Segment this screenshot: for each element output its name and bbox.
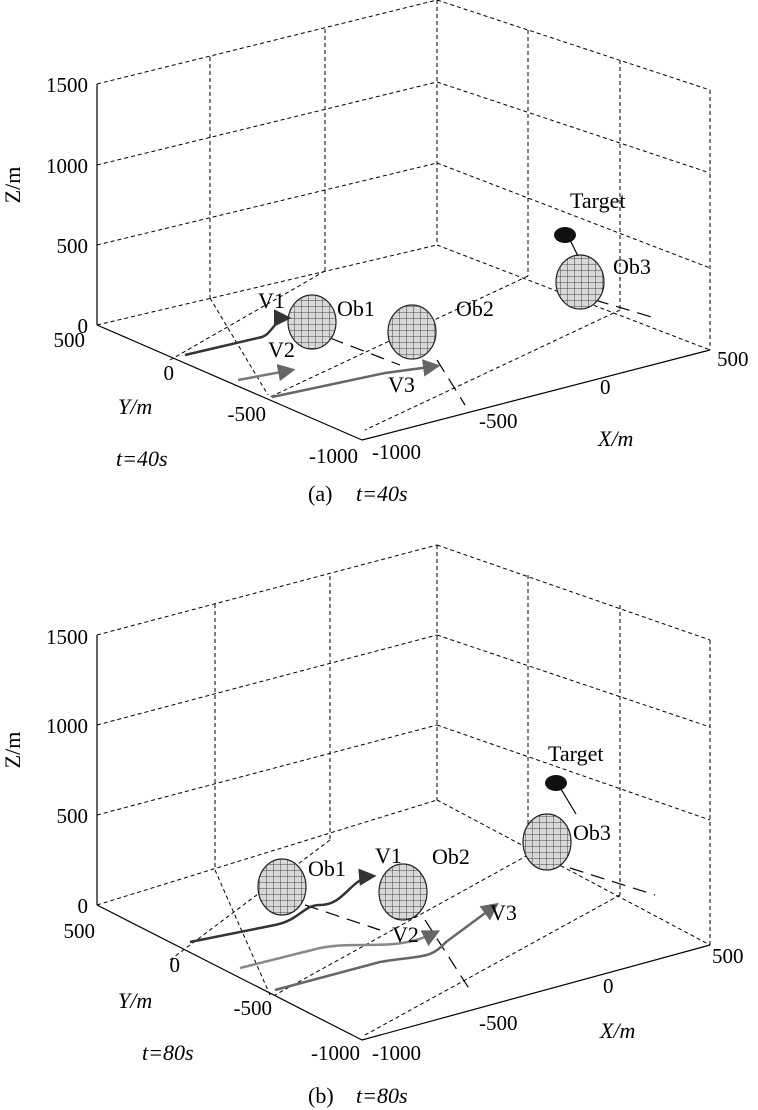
x-tick-label: -500 — [479, 1011, 518, 1035]
z-tick-label: 1500 — [46, 73, 88, 97]
panel-b: 1500 1000 500 0 Z/m 500 0 -500 -1000 Y/m… — [0, 544, 744, 1108]
x-tick-label: -1000 — [372, 440, 421, 464]
z-tick-label: 500 — [57, 234, 89, 258]
caption-letter: (a) — [308, 481, 332, 506]
y-axis-label: Y/m — [118, 988, 152, 1013]
y-tick-label: 500 — [64, 919, 96, 943]
z-tick-label: 0 — [78, 894, 89, 918]
x-tick-label: 500 — [712, 944, 744, 968]
panel-a: 1500 1000 500 0 Z/m 500 0 -500 -1000 Y/m… — [0, 0, 749, 506]
z-tick-label: 0 — [78, 314, 89, 338]
trajectory-v1 — [189, 868, 377, 944]
trajectory-v3 — [271, 359, 441, 399]
y-tick-label: 0 — [164, 361, 175, 385]
label-v2: V2 — [392, 922, 419, 947]
target-leader — [569, 239, 579, 257]
panel-a-grid — [96, 0, 711, 431]
panel-a-x-ticks: -1000 -500 0 500 — [372, 347, 749, 464]
z-tick-label: 1500 — [46, 625, 88, 649]
z-axis-label: Z/m — [0, 732, 25, 769]
x-tick-label: 0 — [603, 974, 614, 998]
panel-a-z-ticks: 1500 1000 500 0 — [46, 73, 88, 338]
caption-letter: (b) — [308, 1083, 334, 1108]
label-v1: V1 — [375, 843, 402, 868]
panel-b-y-ticks: 500 0 -500 -1000 — [64, 919, 361, 1065]
y-tick-label: -1000 — [311, 1041, 360, 1065]
obstacle-ob2 — [387, 304, 437, 360]
panel-b-z-ticks: 1500 1000 500 0 — [46, 625, 88, 918]
y-axis-label: Y/m — [118, 394, 152, 419]
label-ob2: Ob2 — [432, 844, 470, 869]
label-v1: V1 — [258, 288, 285, 313]
trajectory-v2 — [237, 363, 296, 382]
panel-a-y-ticks: 500 0 -500 -1000 — [54, 328, 359, 468]
trajectory-v1 — [184, 309, 292, 357]
label-ob1: Ob1 — [337, 296, 375, 321]
x-axis-label: X/m — [597, 426, 633, 451]
x-axis-label: X/m — [599, 1018, 635, 1043]
label-target: Target — [548, 741, 603, 766]
label-ob3: Ob3 — [613, 254, 651, 279]
panel-b-x-ticks: -1000 -500 0 500 — [372, 944, 744, 1065]
target-leader — [560, 788, 577, 815]
obstacle-ob3 — [522, 813, 572, 871]
label-ob2: Ob2 — [456, 296, 494, 321]
trajectory-v2 — [239, 930, 441, 970]
caption-time: t=40s — [356, 481, 408, 506]
time-label: t=80s — [142, 1040, 194, 1065]
obstacle-ob1 — [287, 294, 337, 350]
panel-b-axes — [96, 635, 711, 1041]
x-tick-label: -1000 — [372, 1041, 421, 1065]
time-label: t=40s — [116, 446, 168, 471]
x-tick-label: 500 — [717, 347, 749, 371]
trajectory-v3 — [274, 902, 499, 992]
target-marker — [545, 775, 567, 791]
z-tick-label: 1000 — [46, 714, 88, 738]
y-tick-label: 500 — [54, 328, 86, 352]
z-axis-label: Z/m — [0, 167, 25, 204]
y-tick-label: -500 — [228, 402, 267, 426]
z-tick-label: 1000 — [46, 154, 88, 178]
panel-b-planned-paths — [304, 867, 656, 991]
obstacle-ob1 — [257, 858, 307, 916]
x-tick-label: 0 — [600, 375, 611, 399]
y-tick-label: -1000 — [309, 444, 358, 468]
panel-a-planned-paths — [329, 299, 656, 406]
x-tick-label: -500 — [479, 409, 518, 433]
label-ob1: Ob1 — [308, 856, 346, 881]
panel-b-grid — [96, 544, 711, 1036]
label-target: Target — [570, 188, 625, 213]
label-v3: V3 — [490, 900, 517, 925]
y-tick-label: 0 — [170, 953, 181, 977]
y-tick-label: -500 — [234, 996, 273, 1020]
label-ob3: Ob3 — [573, 820, 611, 845]
target-marker — [554, 227, 576, 243]
caption-time: t=80s — [356, 1083, 408, 1108]
panel-a-axes — [96, 84, 711, 441]
obstacle-ob2 — [378, 863, 428, 921]
label-v3: V3 — [388, 372, 415, 397]
z-tick-label: 500 — [57, 804, 89, 828]
obstacle-ob3 — [555, 254, 605, 310]
label-v2: V2 — [268, 337, 295, 362]
